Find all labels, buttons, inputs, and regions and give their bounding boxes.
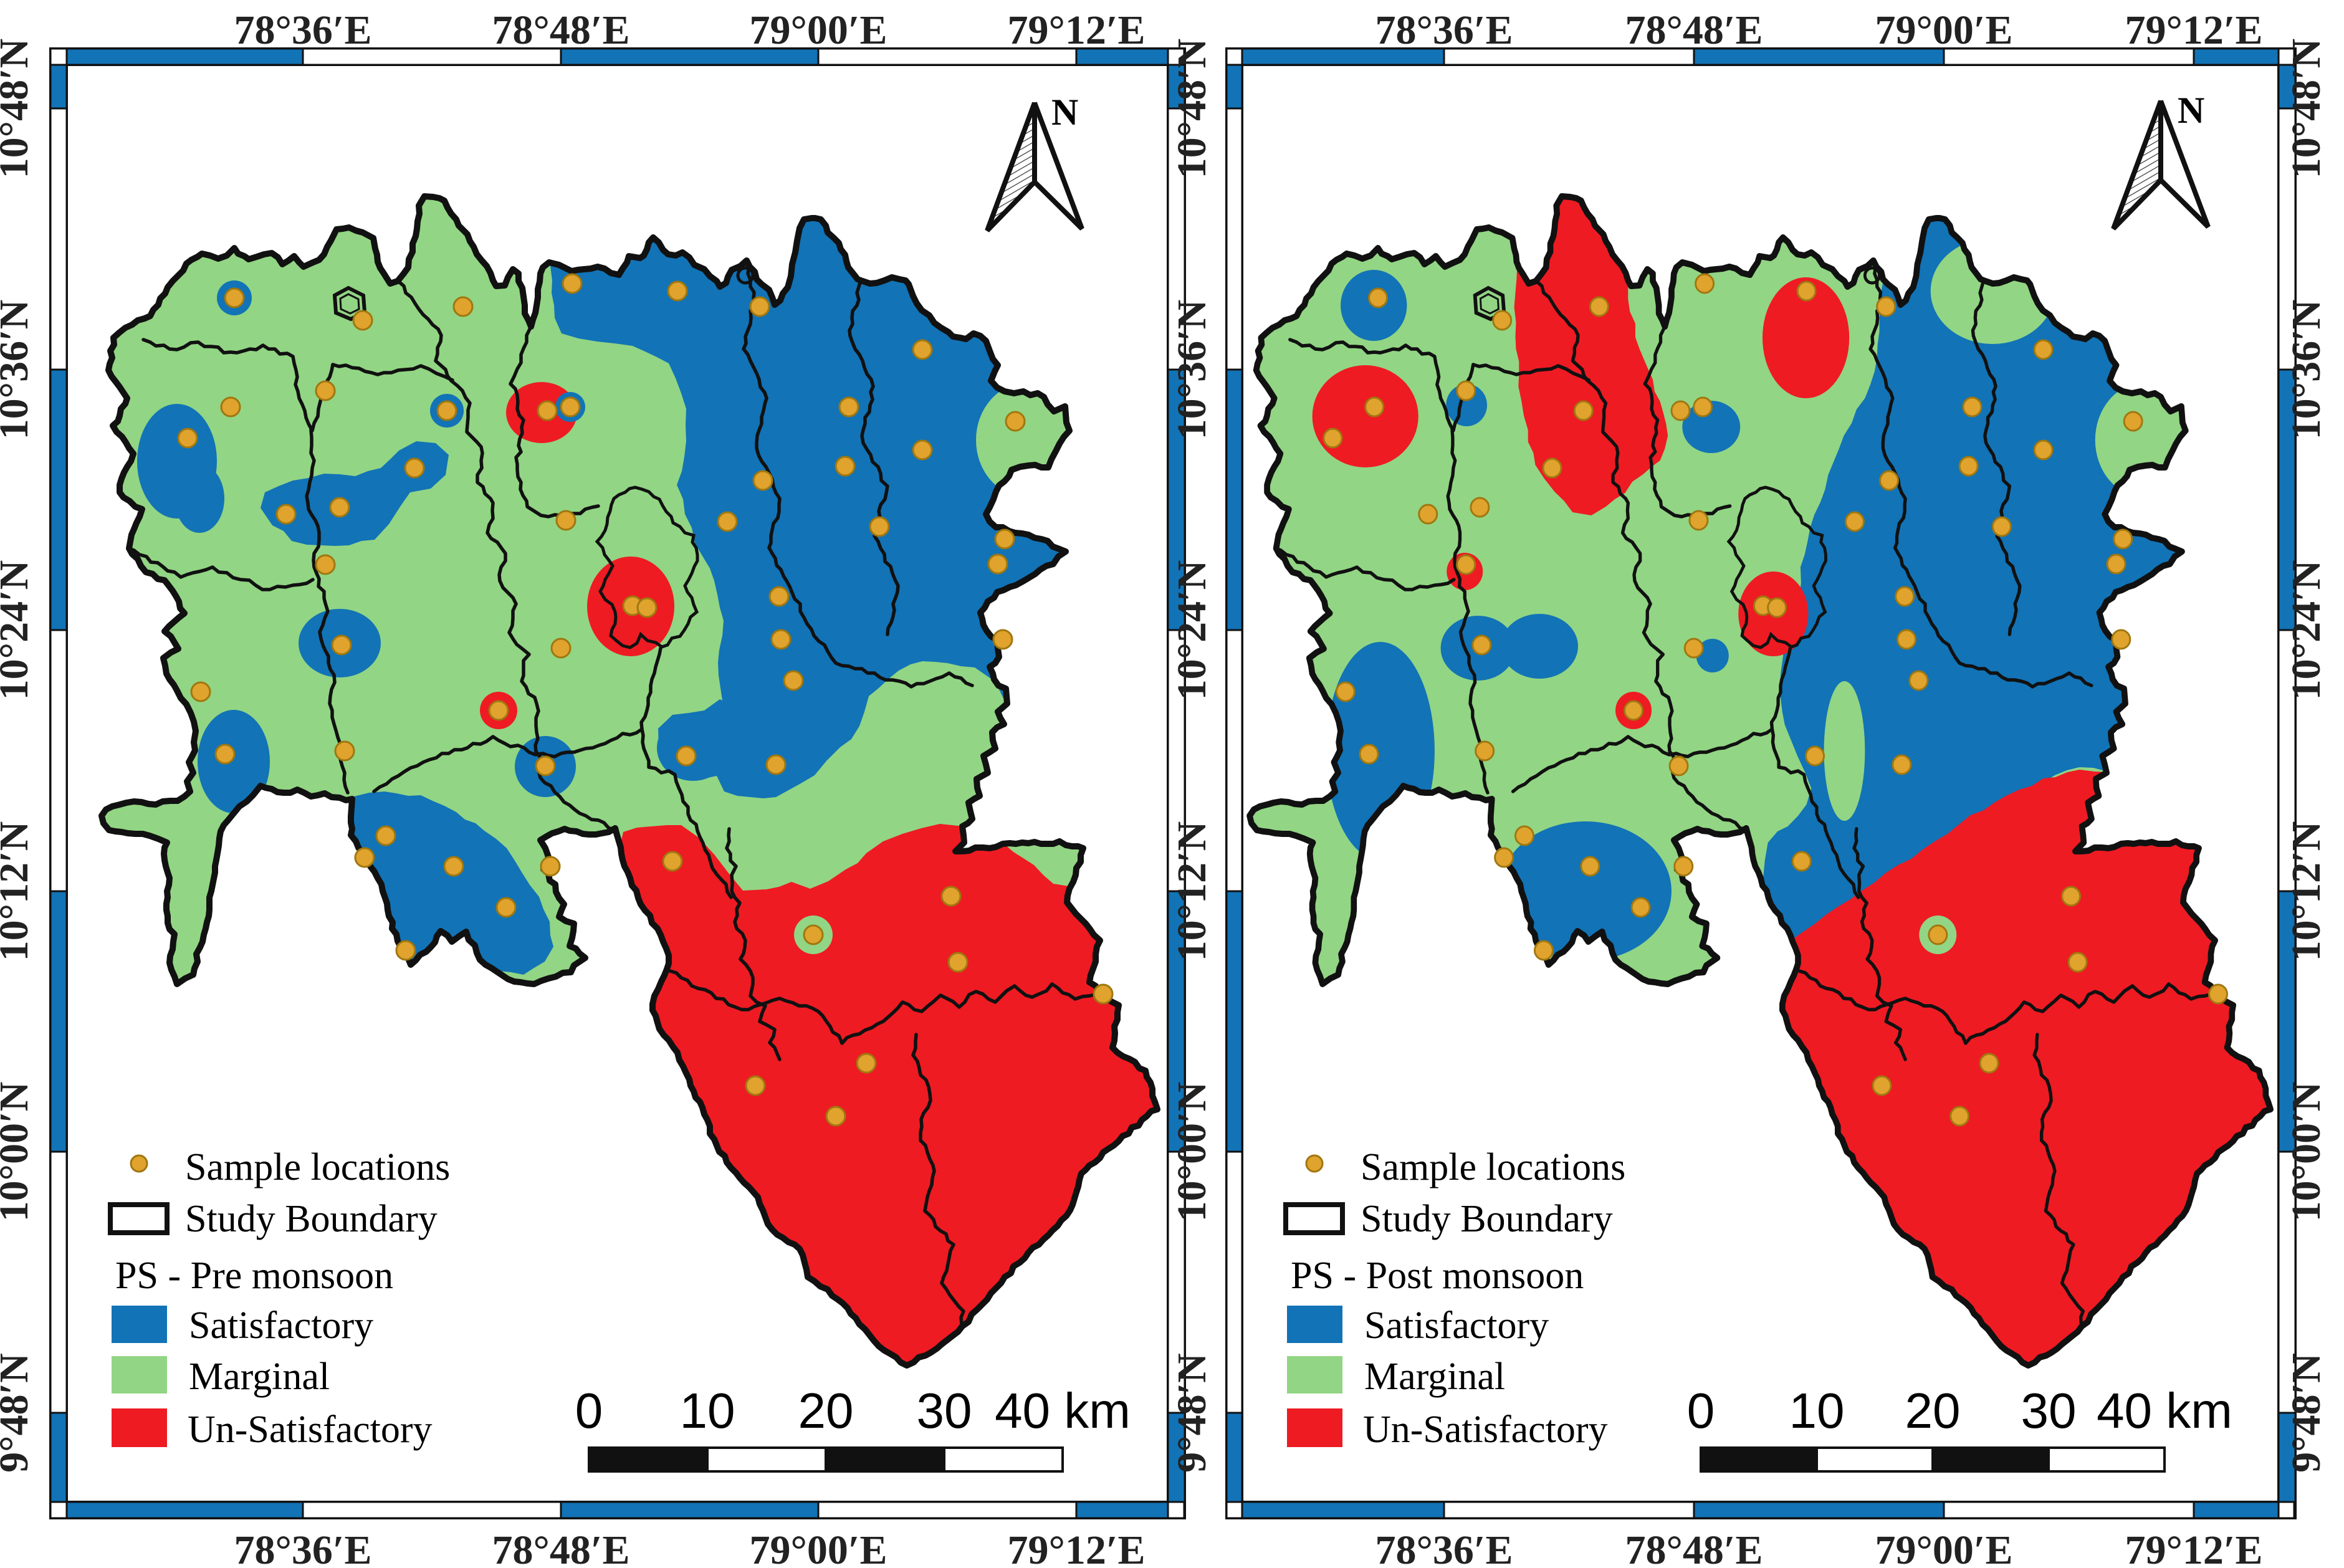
svg-text:9°48′N: 9°48′N	[0, 1353, 37, 1473]
svg-text:Marginal: Marginal	[189, 1355, 330, 1398]
svg-text:20: 20	[1905, 1383, 1961, 1438]
svg-text:79°12′E: 79°12′E	[2125, 1527, 2263, 1568]
svg-text:20: 20	[798, 1383, 854, 1438]
svg-text:9°48′N: 9°48′N	[1169, 1353, 1215, 1473]
svg-text:10°12′N: 10°12′N	[2284, 821, 2329, 962]
svg-text:Study Boundary: Study Boundary	[1361, 1198, 1613, 1240]
svg-text:78°48′E: 78°48′E	[492, 7, 630, 53]
svg-text:30: 30	[2021, 1383, 2077, 1438]
svg-text:Un-Satisfactory: Un-Satisfactory	[1363, 1408, 1608, 1451]
svg-text:10°24′N: 10°24′N	[1169, 560, 1215, 700]
svg-text:10°36′N: 10°36′N	[1169, 300, 1215, 440]
svg-text:10: 10	[680, 1383, 735, 1438]
svg-text:PS - Pre monsoon: PS - Pre monsoon	[115, 1255, 393, 1297]
svg-text:PS - Post monsoon: PS - Post monsoon	[1291, 1255, 1584, 1297]
svg-text:Marginal: Marginal	[1364, 1355, 1505, 1398]
svg-text:10°12′N: 10°12′N	[1169, 821, 1215, 962]
svg-text:10°00′N: 10°00′N	[2284, 1082, 2329, 1222]
svg-text:Study Boundary: Study Boundary	[185, 1198, 438, 1240]
svg-text:78°48′E: 78°48′E	[492, 1527, 630, 1568]
svg-text:9°48′N: 9°48′N	[2284, 1353, 2329, 1473]
svg-text:10°48′N: 10°48′N	[0, 39, 37, 179]
svg-text:10°48′N: 10°48′N	[1169, 39, 1215, 179]
svg-text:10°24′N: 10°24′N	[2284, 560, 2329, 700]
svg-text:0: 0	[1687, 1383, 1715, 1438]
svg-text:79°00′E: 79°00′E	[1875, 1527, 2013, 1568]
svg-text:10°00′N: 10°00′N	[0, 1082, 37, 1222]
svg-text:40 km: 40 km	[2097, 1383, 2232, 1438]
svg-text:10°12′N: 10°12′N	[0, 821, 37, 962]
svg-text:78°36′E: 78°36′E	[234, 7, 372, 53]
svg-text:10°48′N: 10°48′N	[2284, 39, 2329, 179]
svg-text:79°12′E: 79°12′E	[2125, 7, 2263, 53]
svg-text:10: 10	[1789, 1383, 1845, 1438]
svg-text:78°36′E: 78°36′E	[234, 1527, 372, 1568]
svg-text:Sample locations: Sample locations	[1361, 1146, 1625, 1188]
svg-text:78°48′E: 78°48′E	[1625, 7, 1763, 53]
svg-text:N: N	[1051, 92, 1078, 133]
svg-text:Satisfactory: Satisfactory	[189, 1304, 373, 1347]
svg-text:30: 30	[917, 1383, 972, 1438]
svg-text:79°12′E: 79°12′E	[1008, 7, 1146, 53]
svg-text:78°36′E: 78°36′E	[1375, 7, 1513, 53]
svg-text:10°24′N: 10°24′N	[0, 560, 37, 700]
svg-text:Satisfactory: Satisfactory	[1364, 1304, 1549, 1347]
svg-text:79°00′E: 79°00′E	[750, 7, 887, 53]
svg-text:Un-Satisfactory: Un-Satisfactory	[188, 1408, 433, 1451]
svg-text:Sample locations: Sample locations	[185, 1146, 450, 1188]
svg-text:10°36′N: 10°36′N	[2284, 300, 2329, 440]
svg-text:79°12′E: 79°12′E	[1008, 1527, 1146, 1568]
svg-text:10°00′N: 10°00′N	[1169, 1082, 1215, 1222]
svg-text:78°48′E: 78°48′E	[1625, 1527, 1763, 1568]
svg-text:79°00′E: 79°00′E	[750, 1527, 887, 1568]
svg-text:79°00′E: 79°00′E	[1875, 7, 2013, 53]
svg-text:0: 0	[575, 1383, 603, 1438]
svg-text:10°36′N: 10°36′N	[0, 300, 37, 440]
svg-text:40 km: 40 km	[995, 1383, 1131, 1438]
svg-text:78°36′E: 78°36′E	[1375, 1527, 1513, 1568]
svg-text:N: N	[2178, 90, 2204, 131]
